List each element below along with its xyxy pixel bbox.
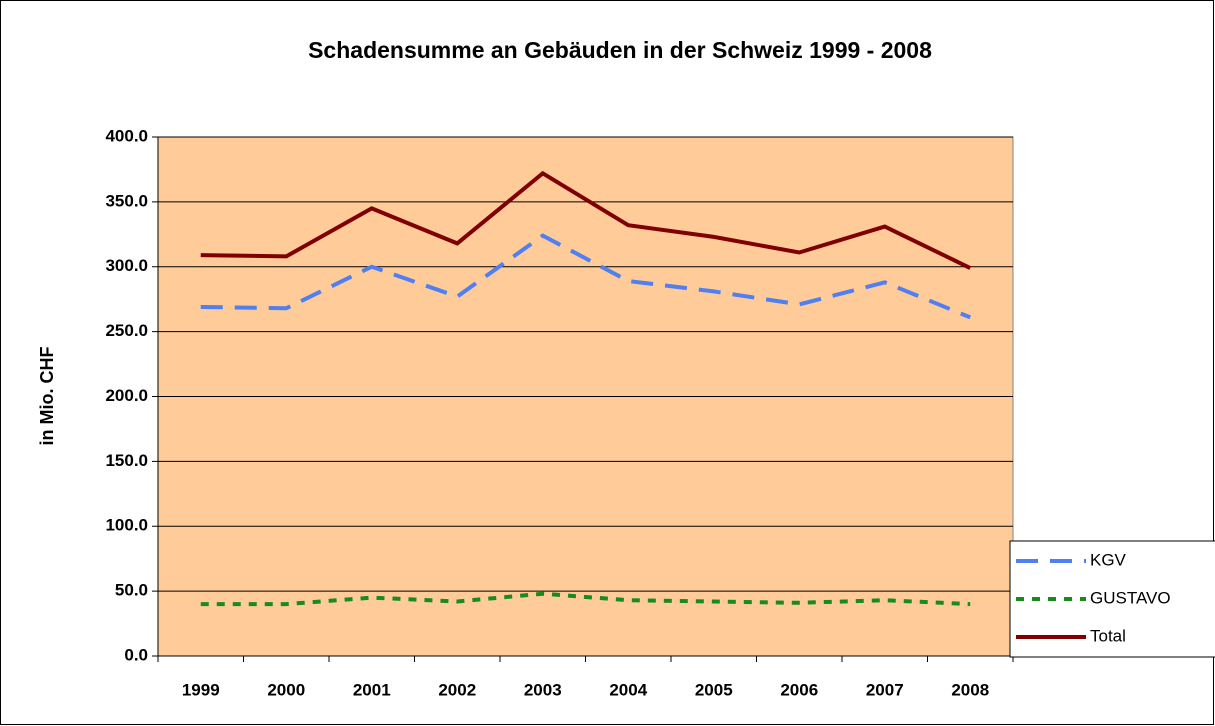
x-tick-label: 2004 [609, 680, 647, 699]
y-tick-label: 0.0 [124, 645, 148, 664]
x-tick-label: 2006 [780, 680, 818, 699]
x-tick-label: 2007 [866, 680, 904, 699]
y-tick-label: 250.0 [105, 321, 148, 340]
series-line [200, 170, 972, 270]
y-tick-label: 200.0 [105, 386, 148, 405]
legend-label: KGV [1090, 550, 1127, 569]
x-tick-label: 2005 [695, 680, 733, 699]
y-tick-label: 300.0 [105, 256, 148, 275]
legend-label: GUSTAVO [1090, 588, 1171, 607]
series-line [200, 233, 972, 320]
chart-title: Schadensumme an Gebäuden in der Schweiz … [308, 37, 932, 63]
y-axis-label: in Mio. CHF [37, 347, 57, 446]
legend-label: Total [1090, 626, 1126, 645]
y-tick-label: 50.0 [115, 581, 148, 600]
series-line [200, 591, 971, 607]
x-tick-label: 2001 [353, 680, 391, 699]
x-tick-label: 2000 [267, 680, 305, 699]
x-tick-label: 2003 [524, 680, 562, 699]
y-tick-label: 100.0 [105, 516, 148, 535]
x-tick-label: 1999 [182, 680, 220, 699]
y-tick-label: 150.0 [105, 451, 148, 470]
x-tick-label: 2008 [951, 680, 989, 699]
y-tick-label: 350.0 [105, 191, 148, 210]
y-tick-label: 400.0 [105, 126, 148, 145]
x-tick-label: 2002 [438, 680, 476, 699]
